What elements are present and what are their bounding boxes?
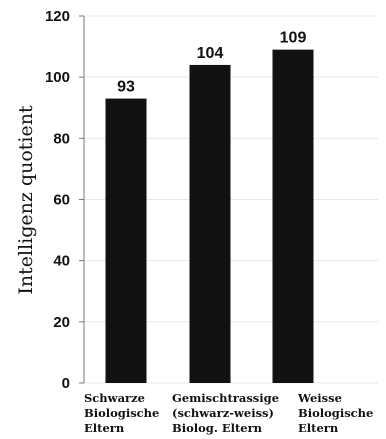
x-category-label-line: Biologische xyxy=(84,406,160,420)
value-labels: 93 104 109 xyxy=(117,30,306,96)
y-axis-label: Intelligenz quotient xyxy=(15,105,37,295)
y-tick-label: 40 xyxy=(53,253,70,270)
bar-value-label: 104 xyxy=(197,45,224,62)
x-category-label-line: Weisse xyxy=(298,391,342,405)
bar xyxy=(189,64,231,383)
bars xyxy=(105,49,314,384)
x-category-label: Schwarze Biologische Eltern xyxy=(84,391,159,436)
y-tick-label: 60 xyxy=(53,192,70,209)
x-category-label-line: Schwarze xyxy=(84,391,145,405)
bar-value-label: 109 xyxy=(280,30,307,47)
y-axis xyxy=(79,15,85,384)
y-tick-label: 0 xyxy=(62,375,70,392)
x-category-label-line: Gemischtrassige xyxy=(172,391,280,405)
x-category-label: Gemischtrassige (schwarz-weiss) Biolog. El… xyxy=(172,391,279,436)
x-category-label: Weisse Biologische Eltern xyxy=(298,391,373,436)
y-tick-labels: 0 20 40 60 80 100 120 xyxy=(45,8,70,392)
x-category-label-line: Eltern xyxy=(84,421,125,435)
y-tick-label: 100 xyxy=(45,69,70,86)
y-tick-label: 80 xyxy=(53,130,70,147)
x-category-label-line: Biolog. Eltern xyxy=(172,421,263,435)
y-tick-label: 120 xyxy=(45,8,70,25)
x-category-label-line: Biologische xyxy=(298,406,374,420)
bar-value-label: 93 xyxy=(117,79,135,96)
bar xyxy=(105,98,147,383)
x-category-label-line: Eltern xyxy=(298,421,339,435)
y-tick-label: 20 xyxy=(53,314,70,331)
x-category-label-line: (schwarz-weiss) xyxy=(172,406,274,420)
bar xyxy=(272,49,314,384)
